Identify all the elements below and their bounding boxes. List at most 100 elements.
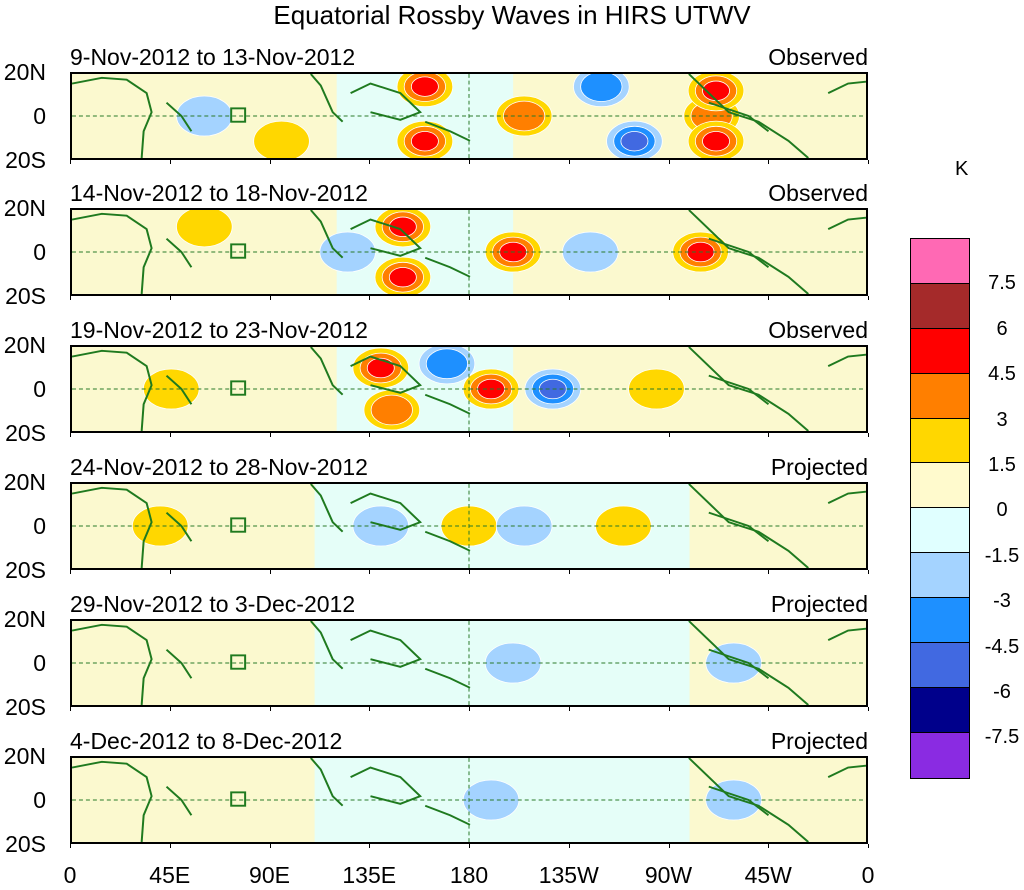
x-tick — [768, 296, 770, 300]
region-box — [230, 243, 247, 259]
colorbar-label: 6 — [996, 317, 1008, 340]
colorbar-swatch — [911, 643, 969, 688]
colorbar-label: 3 — [996, 408, 1008, 431]
x-tick-label: 45E — [149, 862, 191, 888]
x-tick — [169, 570, 171, 574]
colorbar — [910, 238, 970, 779]
lat-label: 20N — [3, 469, 46, 495]
coastline — [688, 758, 809, 842]
lat-label: 20S — [5, 420, 46, 446]
coastline — [688, 621, 809, 705]
coastline — [827, 764, 866, 778]
region-box — [230, 107, 247, 123]
x-tick — [568, 433, 570, 437]
lat-label: 20S — [5, 147, 46, 173]
region-box — [230, 791, 247, 807]
anomaly-contour — [253, 120, 310, 158]
x-tick — [169, 433, 171, 437]
x-tick — [269, 570, 271, 574]
colorbar-label: -3 — [993, 590, 1011, 613]
x-tick — [668, 296, 670, 300]
x-tick — [868, 707, 869, 711]
x-tick — [70, 160, 71, 164]
coastline — [350, 82, 423, 121]
panel-date-label: 24-Nov-2012 to 28-Nov-2012 — [70, 454, 368, 480]
coastline — [424, 530, 471, 552]
x-tick — [169, 707, 171, 711]
lat-label: 0 — [33, 103, 46, 129]
x-tick — [70, 707, 71, 711]
map-panel — [70, 208, 868, 296]
x-tick — [269, 296, 271, 300]
x-tick-label: 180 — [449, 862, 489, 888]
x-tick — [568, 844, 570, 848]
panel-status-label: Observed — [768, 317, 868, 343]
x-tick — [868, 296, 869, 300]
coastline — [424, 804, 471, 826]
coastline — [165, 101, 193, 132]
coastline — [827, 216, 866, 230]
colorbar-swatch — [911, 418, 969, 464]
x-tick — [469, 707, 470, 711]
anomaly-field — [72, 484, 866, 568]
lat-label: 0 — [33, 650, 46, 676]
coastline — [165, 785, 193, 816]
panel-status-label: Projected — [770, 591, 868, 617]
x-tick — [469, 844, 470, 848]
coastline — [72, 212, 153, 294]
anomaly-field — [72, 621, 866, 705]
lat-label: 20N — [3, 606, 46, 632]
colorbar-label: -7.5 — [984, 726, 1020, 749]
anomaly-contour — [319, 231, 376, 273]
panel-date-label: 29-Nov-2012 to 3-Dec-2012 — [70, 591, 356, 617]
panel-date-label: 9-Nov-2012 to 13-Nov-2012 — [70, 44, 356, 70]
anomaly-contour — [425, 348, 469, 380]
coastline — [350, 355, 423, 394]
colorbar-swatch — [911, 463, 969, 509]
x-tick — [668, 570, 670, 574]
coastline — [72, 76, 153, 158]
colorbar-label: 7.5 — [988, 272, 1016, 295]
x-tick — [169, 844, 171, 848]
coastline — [827, 80, 866, 94]
x-tick — [469, 570, 470, 574]
x-tick — [868, 570, 869, 574]
x-tick — [369, 296, 371, 300]
coastline — [424, 393, 471, 415]
coastline — [310, 621, 344, 670]
lat-label: 20S — [5, 283, 46, 309]
x-tick — [70, 570, 71, 574]
coastline — [72, 486, 153, 568]
anomaly-field — [72, 74, 866, 158]
colorbar-unit: K — [955, 158, 969, 180]
region-box — [230, 380, 247, 396]
anomaly-contour — [702, 131, 730, 152]
coastline — [165, 648, 193, 679]
lat-label: 0 — [33, 513, 46, 539]
coastline — [708, 648, 770, 680]
x-tick — [169, 160, 171, 164]
x-tick-label: 90E — [249, 862, 290, 888]
panel-status-label: Observed — [768, 180, 868, 206]
x-tick-label: 90W — [644, 862, 693, 888]
colorbar-label: 0 — [996, 499, 1008, 522]
coastline — [688, 210, 809, 294]
coastline — [310, 484, 344, 533]
coastline — [424, 256, 471, 278]
colorbar-swatch — [911, 687, 969, 733]
colorbar-swatch — [911, 732, 969, 778]
colorbar-swatch — [911, 328, 969, 374]
x-tick — [369, 433, 371, 437]
x-tick — [269, 433, 271, 437]
coastline — [310, 347, 344, 396]
coastline — [350, 629, 423, 668]
anomaly-contour — [580, 74, 623, 102]
anomaly-contour — [410, 131, 439, 152]
anomaly-contour — [628, 368, 685, 410]
coastline — [708, 237, 770, 269]
coastline — [72, 623, 153, 705]
x-tick — [768, 844, 770, 848]
region-box — [230, 654, 247, 670]
lat-label: 20S — [5, 694, 46, 720]
x-tick — [768, 570, 770, 574]
